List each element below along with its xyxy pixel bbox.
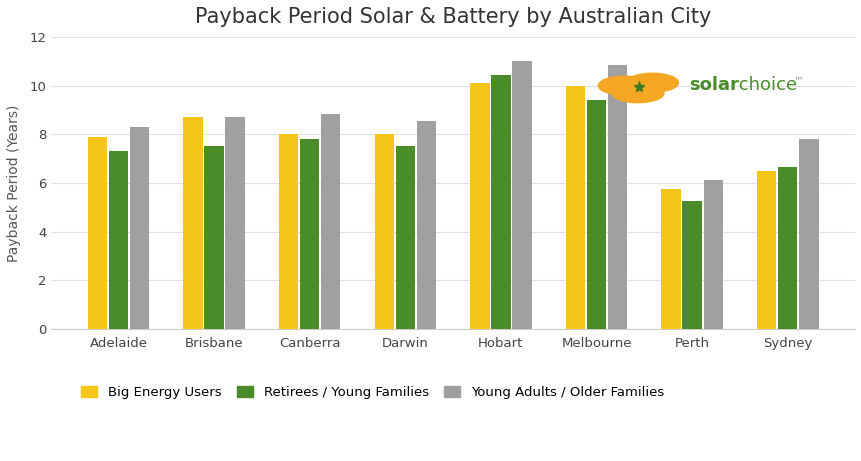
Bar	[469, 83, 489, 329]
Circle shape	[598, 76, 649, 95]
Bar	[798, 139, 818, 329]
Bar	[204, 147, 224, 329]
Y-axis label: Payback Period (Years): Payback Period (Years)	[7, 104, 21, 261]
Bar	[511, 61, 531, 329]
Bar	[108, 151, 128, 329]
Text: ™: ™	[792, 75, 802, 85]
Bar	[300, 139, 319, 329]
Title: Payback Period Solar & Battery by Australian City: Payback Period Solar & Battery by Austra…	[195, 7, 710, 27]
Bar	[320, 113, 340, 329]
Bar	[130, 127, 149, 329]
Bar	[395, 147, 414, 329]
Circle shape	[626, 73, 678, 92]
Bar	[491, 75, 510, 329]
Bar	[279, 134, 298, 329]
Bar	[225, 117, 245, 329]
Bar	[565, 86, 585, 329]
Bar	[88, 136, 107, 329]
Bar	[416, 121, 436, 329]
Bar	[777, 167, 796, 329]
Circle shape	[611, 84, 663, 103]
Bar	[703, 180, 722, 329]
Bar	[375, 134, 393, 329]
Bar	[756, 171, 776, 329]
Bar	[586, 100, 605, 329]
Bar	[682, 201, 701, 329]
Legend: Big Energy Users, Retirees / Young Families, Young Adults / Older Families: Big Energy Users, Retirees / Young Famil…	[76, 381, 669, 404]
Text: solar: solar	[688, 76, 738, 94]
Bar	[607, 65, 627, 329]
Bar	[660, 189, 680, 329]
Bar	[183, 117, 202, 329]
Text: choice: choice	[732, 76, 796, 94]
